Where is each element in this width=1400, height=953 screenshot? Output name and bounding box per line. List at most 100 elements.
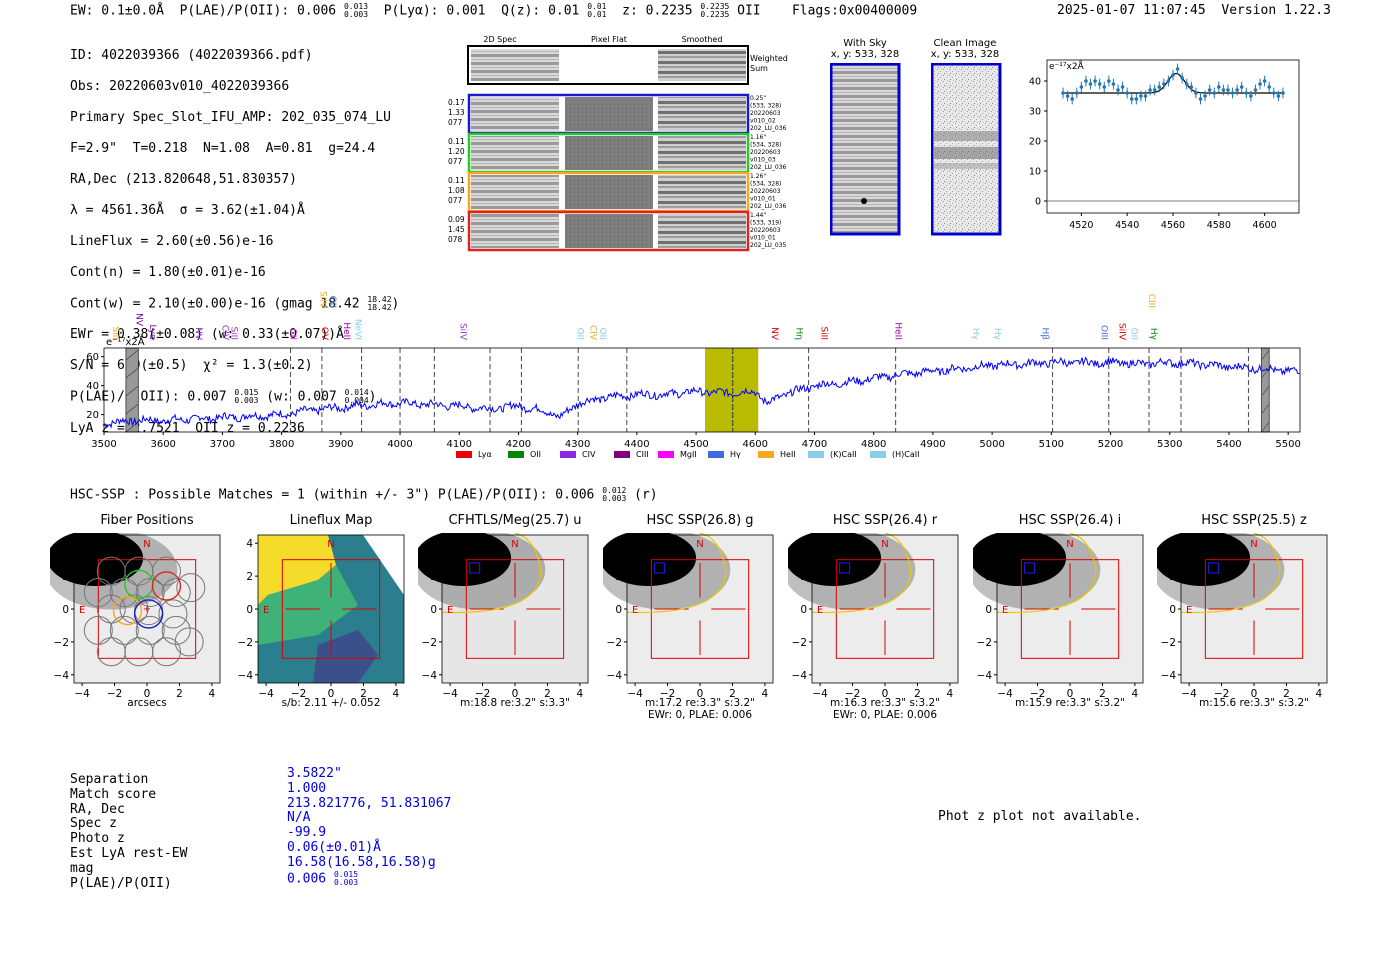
spec-row-2-right-0: 1.26"	[750, 173, 766, 180]
info-contn: Cont(n) = 1.80(±0.01)e-16	[70, 264, 266, 280]
zoom-ylabel: e⁻¹⁷x2Å	[1049, 60, 1085, 72]
cutout-1-ytick-label-0: 4	[246, 538, 253, 550]
fiber-center-marker: +	[143, 604, 151, 615]
zoom-point-31	[1203, 94, 1207, 98]
zoom-point-0	[1061, 91, 1065, 95]
masked-hatch-0-1	[125, 403, 139, 415]
zoom-point-47	[1276, 94, 1281, 98]
cutout-6-xtick-label-0: −4	[1181, 688, 1197, 699]
cutout-title-5: HSC SSP(26.4) i	[1018, 513, 1122, 528]
cutout-1-xtick-label-0: −4	[258, 688, 274, 699]
lineflux-peak	[258, 535, 336, 605]
fiber-7	[96, 594, 126, 624]
fiber-5	[135, 578, 165, 608]
spec-ylabel: e⁻¹⁷x2Å	[106, 335, 145, 348]
spec-row-2-right-2: 20220603	[750, 188, 781, 195]
zoom-point-21	[1157, 85, 1162, 89]
footer-plae-hi: 0.015	[333, 869, 359, 879]
cutout-4-ytick-label-1: 2	[800, 571, 807, 583]
zoom-point-19	[1148, 88, 1152, 92]
info-contw-lo: 18.42	[367, 302, 392, 312]
cutout-caption-3: m:17.2 re:3.3" s:3.2"	[645, 697, 755, 709]
zoom-point-38	[1235, 88, 1239, 92]
north-label-5: N	[1066, 539, 1073, 550]
fiber-2	[151, 556, 181, 586]
header-qz: Q(z): 0.01	[501, 3, 580, 19]
header-version: Version 1.22.3	[1221, 3, 1331, 18]
cutout-5-xtick-label-2: 0	[1067, 688, 1074, 699]
zoom-point-27	[1184, 82, 1189, 86]
cutout-xaxis-3: −4 −2 0 2 4	[627, 683, 769, 699]
spec2d-col-title-1: Pixel Flat	[591, 35, 627, 44]
cutout-5-ytick-label-0: 4	[985, 538, 992, 550]
info-plae-w-lo: 0.004	[344, 396, 369, 405]
zoom-ytick-label-0: 0	[1035, 197, 1041, 208]
clean-image-title: Clean Image	[933, 38, 997, 49]
legend-swatch-1	[508, 451, 524, 458]
zoom-ytick-label-1: 10	[1029, 167, 1041, 178]
spec-row-3-flat	[565, 214, 653, 248]
bright-galaxy-2	[418, 533, 512, 587]
fiber-19	[174, 627, 204, 657]
line-label-27: CIII	[1146, 294, 1156, 308]
cutout-6-ytick-label-2: 0	[1169, 604, 1176, 616]
line-label-8: HeII	[341, 322, 351, 340]
header-right: 2025-01-07 11:07:45 Version 1.22.3	[1057, 3, 1331, 18]
zoom-point-40	[1244, 91, 1249, 95]
spec-row-3-right-3: v010_01	[750, 235, 776, 242]
fiber-highlight-1	[151, 571, 182, 601]
masked-range-1	[1261, 347, 1270, 433]
hsc-match-text: HSC-SSP : Possible Matches = 1 (within +…	[70, 487, 595, 503]
cutout-title-1: Lineflux Map	[289, 513, 373, 528]
cutout-4-xtick-label-0: −4	[812, 688, 828, 699]
zoom-point-4	[1079, 85, 1084, 89]
line-label-25: OII	[1128, 328, 1138, 340]
spectrum-line	[103, 356, 1301, 429]
zoom-ytick-label-2: 20	[1029, 137, 1041, 148]
cutout-caption-6: m:15.6 re:3.3" s:3.2"	[1199, 697, 1309, 709]
galaxy-halo-4	[788, 533, 916, 610]
zoom-point-30	[1198, 97, 1203, 101]
zoom-point-8	[1097, 82, 1102, 86]
footer-value-0: 3.5822"	[287, 766, 342, 781]
cutout-panel-2: N E 4 2 0 −2 −4	[418, 533, 589, 684]
legend-label-8: (H)CaII	[892, 450, 919, 459]
spec-row-2-right-4: 202_LU_036	[750, 203, 787, 210]
spec-row-1-flat	[565, 136, 653, 170]
fiber-3	[83, 578, 113, 608]
cutout-2-ytick-label-2: 0	[430, 604, 437, 616]
spec-row-3-smoothed	[658, 214, 746, 248]
zoom-point-18	[1143, 94, 1148, 98]
spec-xtick-label-2: 3700	[210, 439, 235, 450]
ellipse-aperture-6	[1180, 533, 1281, 614]
aperture-box-4	[835, 559, 935, 659]
fiber-10	[158, 599, 188, 629]
spec-row-0-flat	[565, 97, 653, 131]
ellipse-aperture-5	[996, 533, 1097, 614]
zoom-point-44	[1262, 79, 1267, 83]
header-qz-lo: 0.01	[587, 10, 607, 19]
cutout-xaxis-0: −4 −2 0 2 4	[74, 683, 216, 699]
cutout-5-xtick-label-4: 4	[1132, 688, 1139, 699]
line-label-20: Hγ	[970, 328, 980, 341]
east-label-1: E	[263, 605, 269, 616]
cutout-2-xtick-label-0: −4	[442, 688, 458, 699]
cutout-2-xtick-label-3: 2	[544, 688, 551, 699]
line-label-12: SiIV	[457, 323, 467, 341]
spec-row-2-left-0: 0.11	[448, 176, 465, 185]
with-sky-source-dot	[861, 198, 867, 204]
cutout-caption-0: arcsecs	[127, 697, 167, 709]
zoom-point-17	[1139, 94, 1143, 98]
legend-swatch-7	[808, 451, 824, 458]
footer-value-2: 213.821776, 51.831067	[287, 795, 452, 811]
cutout-panel-1: N E 4 2 0 −2 −4	[238, 534, 405, 684]
galaxy-halo-0	[50, 533, 178, 610]
cutout-panel-5: N E 4 2 0 −2 −4	[973, 533, 1144, 684]
spec-row-0-left-0: 0.17	[448, 98, 465, 107]
masked-hatch-1-4	[1261, 349, 1270, 361]
zoom-point-16	[1134, 97, 1139, 101]
ellipse-aperture-4	[811, 533, 912, 614]
footer-label-0: Separation	[70, 772, 149, 787]
match-box-3	[653, 562, 666, 574]
